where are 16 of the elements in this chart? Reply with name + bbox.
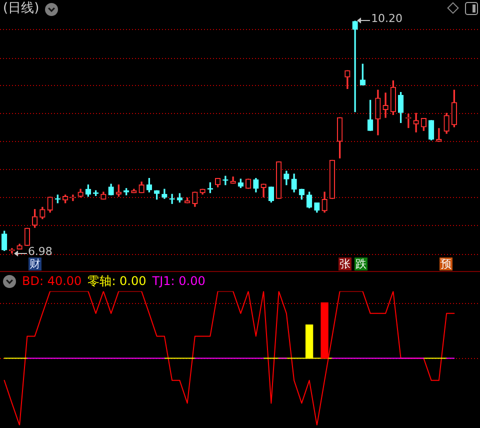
text: TJ1: 0.00 [152, 274, 206, 288]
series-label: BD: 40.00 [22, 274, 82, 288]
text: 财 [30, 257, 40, 270]
candlestick [406, 114, 412, 128]
candlestick [70, 194, 76, 202]
text: 跌 [356, 257, 366, 270]
chart-title: (日线) [3, 1, 40, 16]
candlestick [413, 112, 419, 132]
text: 零轴: 0.00 [88, 274, 146, 288]
candlestick [352, 20, 358, 112]
candlestick [436, 128, 442, 142]
text: 张 [340, 257, 350, 270]
annotation: 6.98 [28, 244, 52, 258]
text: 预 [440, 257, 452, 270]
annotation: 10.20 [371, 12, 403, 26]
candlestick [382, 92, 388, 118]
